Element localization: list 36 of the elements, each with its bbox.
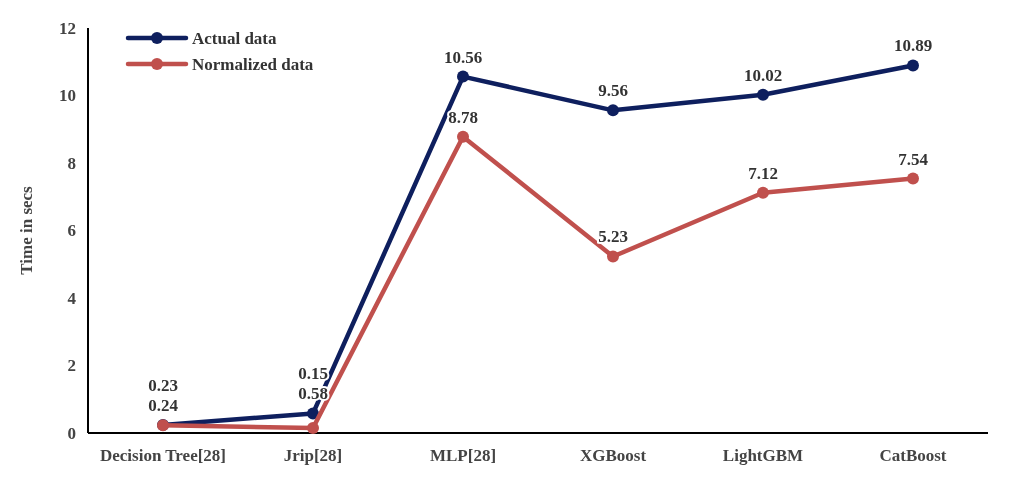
x-tick-label: MLP[28] xyxy=(429,446,497,465)
x-tick-label: Decision Tree[28] xyxy=(99,446,227,465)
y-tick-label: 0 xyxy=(67,423,76,443)
y-axis-title: Time in secs xyxy=(17,185,36,275)
point xyxy=(607,104,619,117)
point xyxy=(757,88,769,101)
x-tick-label: Jrip[28] xyxy=(283,446,343,465)
legend-label: Actual data xyxy=(192,28,278,48)
data-label: 0.23 xyxy=(148,375,178,395)
data-label: 10.56 xyxy=(443,47,483,67)
y-tick-label: 6 xyxy=(67,221,76,241)
point xyxy=(757,186,769,199)
point xyxy=(457,70,469,83)
data-label: 7.54 xyxy=(898,149,929,169)
y-tick-label: 8 xyxy=(67,153,76,173)
x-tick-label: XGBoost xyxy=(579,446,647,465)
x-tick-label: CatBoost xyxy=(879,446,947,465)
data-label: 9.56 xyxy=(598,81,628,101)
point xyxy=(907,172,919,185)
legend-label: Normalized data xyxy=(192,54,314,74)
data-label: 7.12 xyxy=(748,163,778,183)
data-label: 0.24 xyxy=(148,395,179,415)
data-label: 8.78 xyxy=(448,107,478,127)
y-tick-label: 2 xyxy=(67,356,76,376)
x-tick-label: LightGBM xyxy=(722,446,804,465)
data-label: 10.02 xyxy=(743,65,783,85)
data-label: 0.15 xyxy=(298,364,328,384)
data-label: 5.23 xyxy=(598,227,628,247)
y-tick-label: 12 xyxy=(59,18,76,38)
y-tick-label: 10 xyxy=(59,86,76,106)
point xyxy=(607,250,619,263)
point xyxy=(307,421,319,434)
data-label: 10.89 xyxy=(893,36,933,56)
y-tick-label: 4 xyxy=(67,288,77,308)
point xyxy=(457,130,469,143)
point xyxy=(907,59,919,72)
